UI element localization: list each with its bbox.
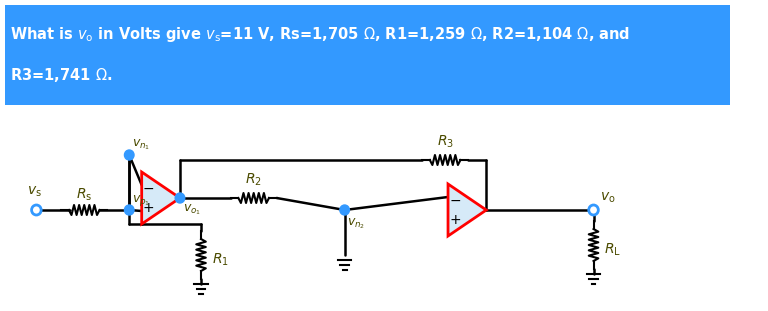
Text: $R_{\rm 1}$: $R_{\rm 1}$ [212, 252, 229, 268]
Circle shape [124, 150, 134, 160]
FancyBboxPatch shape [5, 5, 730, 105]
Polygon shape [141, 172, 180, 224]
Text: $R_{\rm 2}$: $R_{\rm 2}$ [245, 172, 262, 188]
Circle shape [31, 205, 41, 215]
Text: $v_{n_1}$: $v_{n_1}$ [131, 138, 150, 152]
Text: $v_{n_2}$: $v_{n_2}$ [347, 217, 366, 231]
Text: $v_{o_1}$: $v_{o_1}$ [184, 203, 201, 217]
Text: $+$: $+$ [142, 202, 154, 216]
Text: R3=1,741 $\Omega$.: R3=1,741 $\Omega$. [9, 66, 112, 84]
Text: $v_{\rm o}$: $v_{\rm o}$ [600, 191, 616, 205]
Text: $R_{\rm s}$: $R_{\rm s}$ [76, 187, 92, 203]
Text: $-$: $-$ [142, 181, 154, 195]
Text: $v_{\rm s}$: $v_{\rm s}$ [27, 185, 42, 199]
Text: $+$: $+$ [449, 213, 461, 227]
Text: What is $v_{\rm o}$ in Volts give $v_{\rm s}$=11 V, Rs=1,705 $\Omega$, R1=1,259 : What is $v_{\rm o}$ in Volts give $v_{\r… [9, 26, 630, 44]
Circle shape [589, 205, 598, 215]
Text: $v_{p_1}$: $v_{p_1}$ [131, 193, 150, 207]
Text: $R_{\rm 3}$: $R_{\rm 3}$ [437, 134, 454, 150]
Circle shape [340, 205, 349, 215]
Circle shape [175, 193, 185, 203]
Circle shape [124, 205, 134, 215]
Polygon shape [448, 184, 486, 236]
Text: $-$: $-$ [449, 193, 461, 207]
Text: $R_{\rm L}$: $R_{\rm L}$ [604, 242, 621, 258]
